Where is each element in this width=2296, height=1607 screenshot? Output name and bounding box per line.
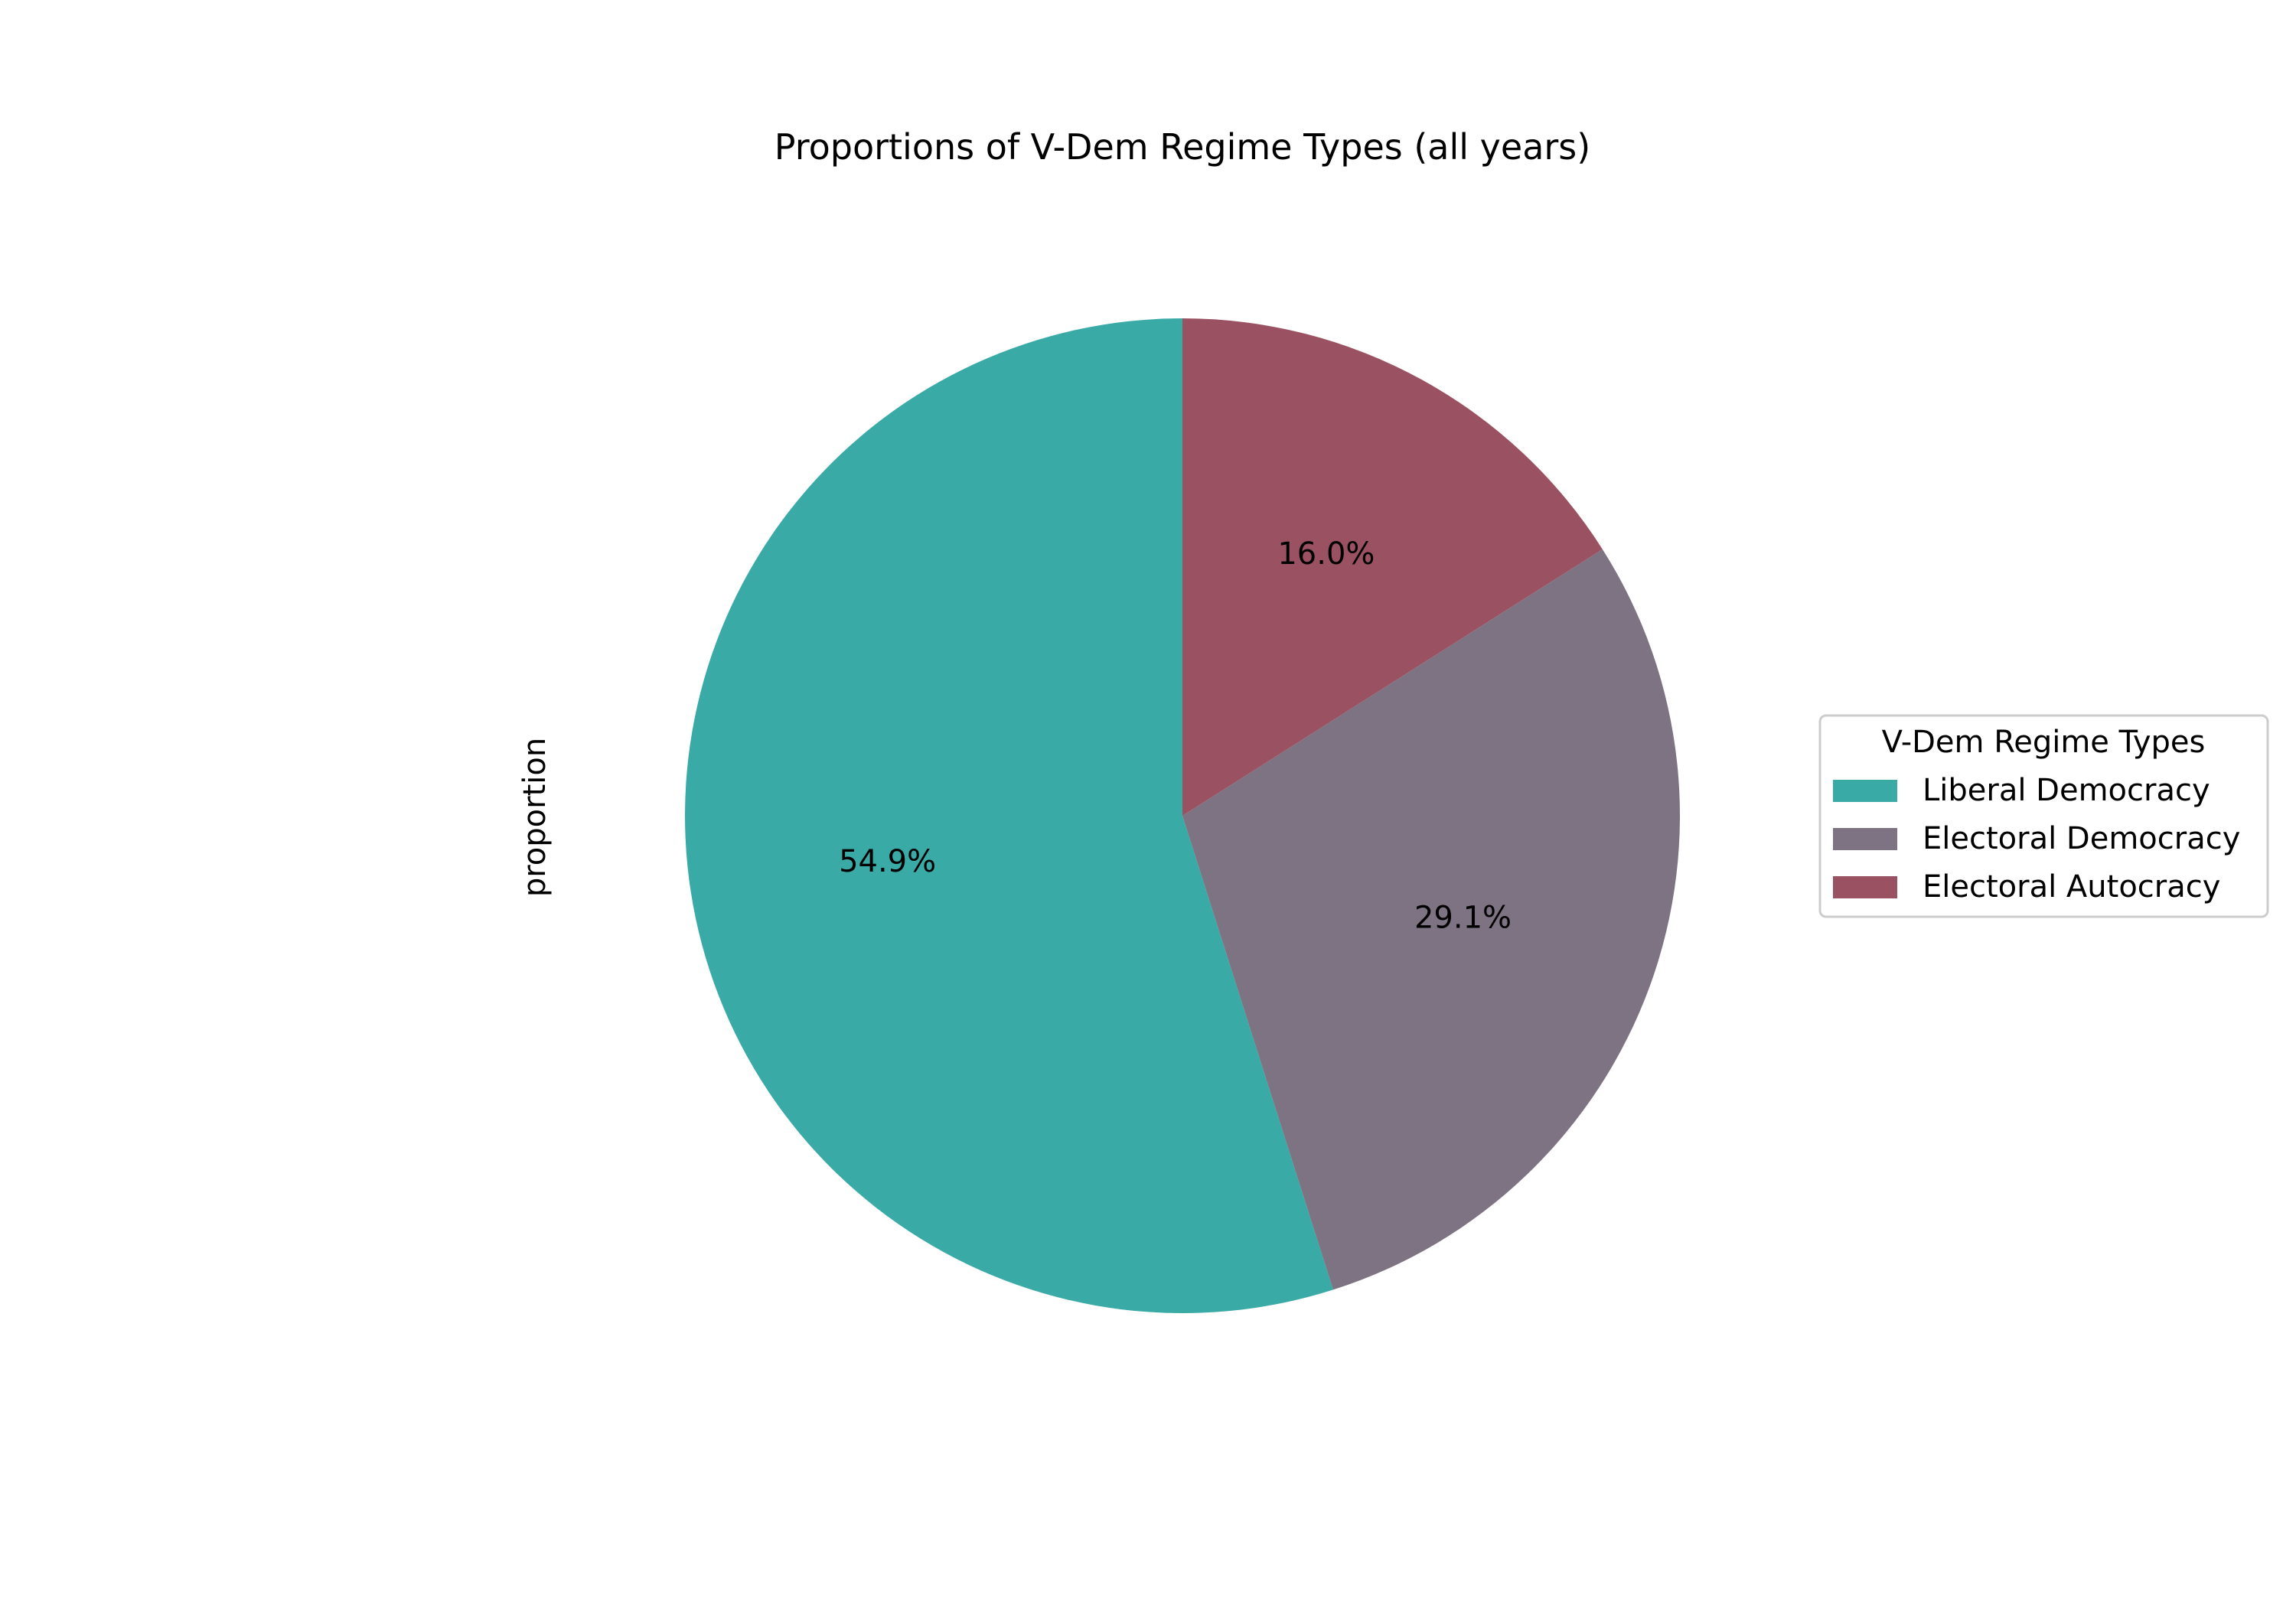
pie-slice-electoral-autocracy	[1182, 318, 1603, 816]
pie-label-electoral-autocracy: 16.0%	[1277, 536, 1375, 572]
legend-swatch-electoral-autocracy	[1833, 876, 1897, 898]
legend-entries: Liberal Democracy Electoral Democracy Elec…	[1833, 773, 2240, 905]
legend: V-Dem Regime Types Liberal Democracy Elec…	[1818, 714, 2269, 918]
legend-swatch-electoral-democracy	[1833, 828, 1897, 850]
legend-frame	[1818, 714, 2269, 918]
pie-percent-labels: 54.9% 29.1% 16.0%	[839, 536, 1512, 935]
legend-title: V-Dem Regime Types	[1882, 725, 2206, 760]
legend-swatch-liberal-democracy	[1833, 780, 1897, 802]
chart-title: Proportions of V-Dem Regime Types (all y…	[775, 126, 1590, 168]
legend-label-electoral-democracy: Electoral Democracy	[1923, 821, 2240, 856]
legend-label-liberal-democracy: Liberal Democracy	[1923, 773, 2210, 808]
pie-slices	[684, 318, 1680, 1314]
pie-slice-liberal-democracy	[684, 318, 1333, 1314]
legend-label-electoral-autocracy: Electoral Autocracy	[1923, 869, 2220, 905]
pie-label-electoral-democracy: 29.1%	[1414, 900, 1512, 935]
pie-label-liberal-democracy: 54.9%	[839, 844, 936, 879]
y-axis-label: proportion	[517, 738, 553, 897]
pie-slice-electoral-democracy	[1182, 549, 1680, 1290]
